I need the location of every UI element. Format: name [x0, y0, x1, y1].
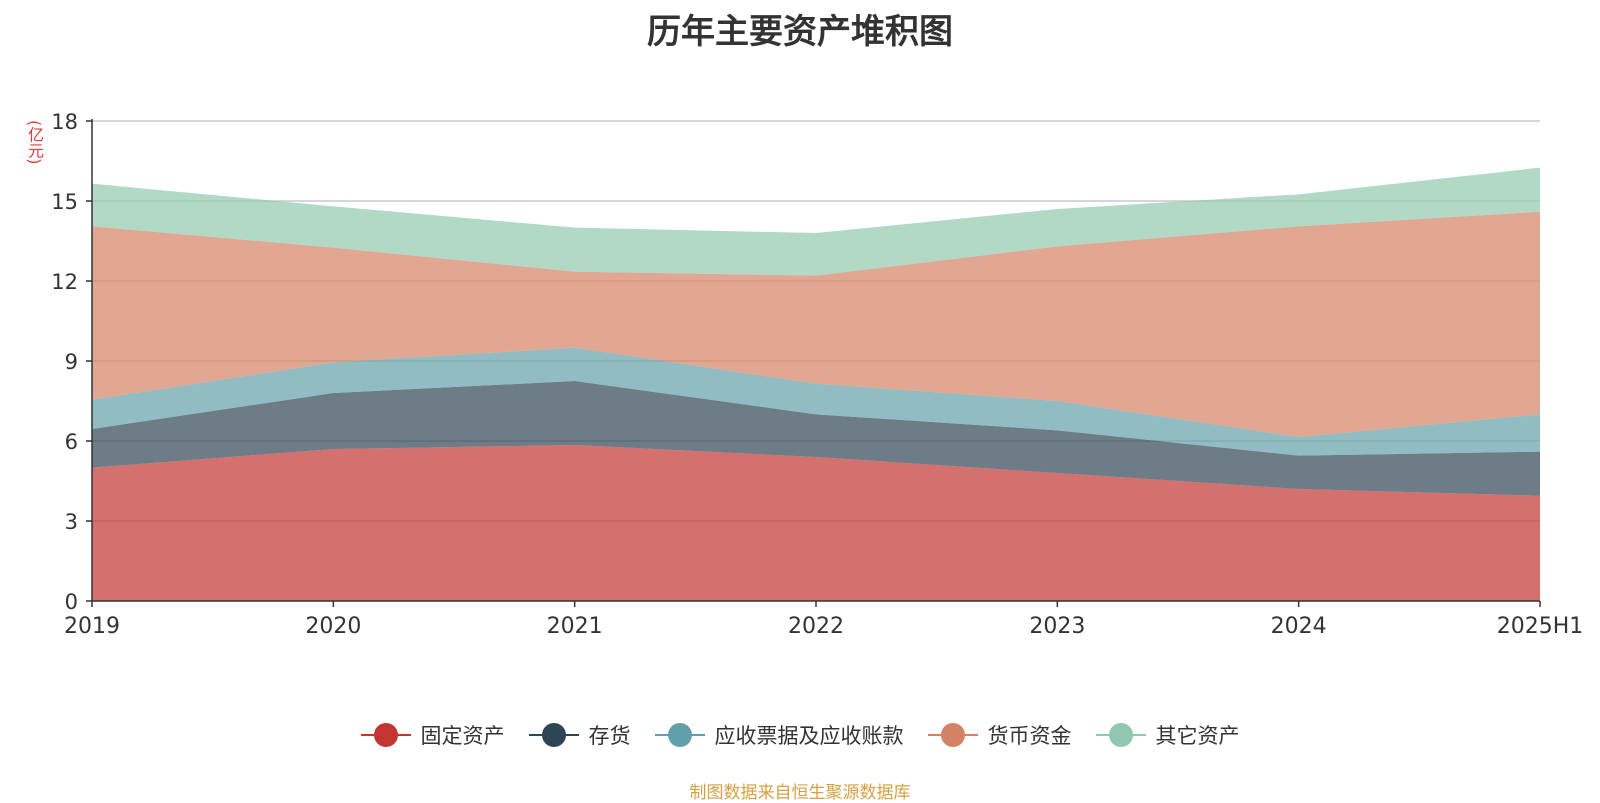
legend-label: 应收票据及应收账款	[714, 724, 904, 748]
area-layer	[92, 167, 1540, 601]
y-tick-label: 6	[65, 430, 78, 454]
legend-label: 固定资产	[420, 724, 505, 748]
y-tick-label: 3	[65, 510, 78, 534]
x-tick-label: 2021	[547, 614, 603, 639]
area-series-3	[92, 211, 1540, 437]
x-tick-label: 2023	[1029, 614, 1085, 639]
legend-marker-icon	[1095, 722, 1146, 748]
legend-item[interactable]: 货币资金	[927, 720, 1072, 750]
x-tick-label: 2020	[305, 614, 361, 639]
chart-title: 历年主要资产堆积图	[647, 12, 953, 52]
legend: 固定资产 存货 应收票据及应收账款 货币资金 其它资产	[0, 718, 1600, 752]
y-tick-label: 0	[65, 590, 78, 614]
y-tick-label: 12	[51, 270, 78, 294]
legend-marker-icon	[360, 722, 411, 748]
legend-marker-icon	[927, 722, 978, 748]
area-series-1	[92, 381, 1540, 496]
legend-label: 货币资金	[987, 724, 1072, 748]
y-tick-label: 15	[51, 190, 78, 214]
legend-item[interactable]: 其它资产	[1095, 720, 1240, 750]
area-series-0	[92, 445, 1540, 601]
legend-item[interactable]: 固定资产	[360, 720, 505, 750]
x-tick-label: 2019	[64, 614, 120, 639]
x-tick-label: 2022	[788, 614, 844, 639]
area-series-2	[92, 347, 1540, 456]
legend-label: 存货	[588, 724, 631, 748]
legend-label: 其它资产	[1155, 724, 1240, 748]
area-series-4	[92, 167, 1540, 276]
legend-item[interactable]: 应收票据及应收账款	[654, 720, 904, 750]
source-note: 制图数据来自恒生聚源数据库	[689, 783, 911, 803]
legend-marker-icon	[654, 722, 705, 748]
legend-marker-icon	[528, 722, 579, 748]
y-tick-label: 9	[65, 350, 78, 374]
x-tick-label: 2024	[1271, 614, 1327, 639]
y-tick-label: 18	[51, 110, 78, 134]
axis-layer: 0 3 6 9 12 15 18 2019 2020 2021 2022 2023 2024 2025H1	[51, 110, 1583, 639]
legend-item[interactable]: 存货	[528, 720, 631, 750]
y-axis-unit-label: (亿元)	[25, 120, 44, 165]
x-tick-label: 2025H1	[1497, 614, 1584, 639]
